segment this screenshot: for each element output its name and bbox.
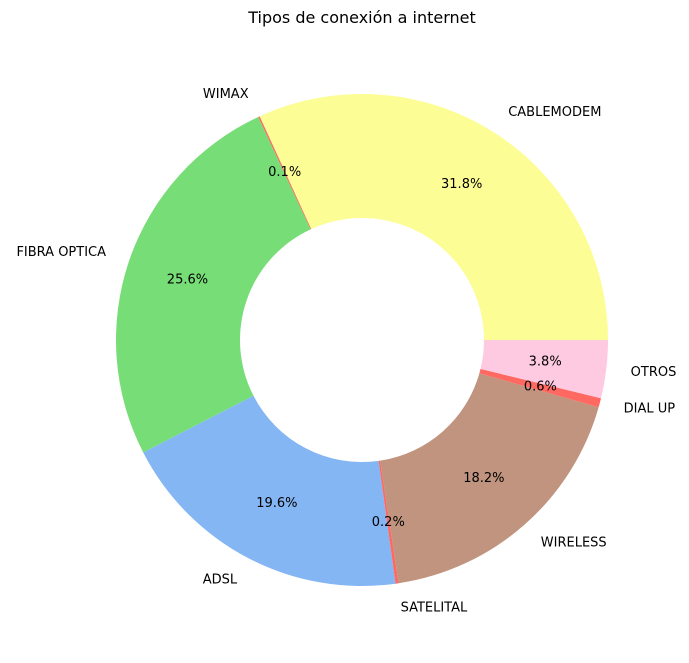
category-label-adsl: ADSL (203, 573, 238, 588)
percent-label-cablemodem: 31.8% (441, 177, 482, 192)
slice-fibra-optica (116, 116, 311, 453)
percent-label-wireless: 18.2% (463, 471, 504, 486)
percent-label-satelital: 0.2% (372, 515, 405, 530)
labels-group: CABLEMODEM 31.8% WIMAX 0.1% FIBRA OPTICA 25.6… (16, 87, 676, 616)
category-label-dial-up: DIAL UP (624, 402, 676, 417)
slice-cablemodem (259, 93, 608, 340)
slice-wireless (380, 373, 599, 584)
percent-label-wimax: 0.1% (268, 165, 301, 180)
percent-label-otros: 3.8% (529, 354, 562, 369)
slice-otros (480, 340, 608, 399)
category-label-fibra-optica: FIBRA OPTICA (16, 245, 106, 260)
slice-satelital (378, 460, 399, 584)
category-label-cablemodem: CABLEMODEM (508, 105, 601, 120)
slices-group (116, 93, 608, 586)
percent-label-adsl: 19.6% (256, 496, 297, 511)
category-label-wireless: WIRELESS (541, 536, 607, 551)
percent-label-dial-up: 0.6% (524, 380, 557, 395)
category-label-satelital: SATELITAL (401, 600, 468, 615)
slice-wimax (258, 116, 312, 230)
percent-label-fibra-optica: 25.6% (167, 273, 208, 288)
category-label-wimax: WIMAX (203, 87, 249, 102)
chart-title: Tipos de conexión a internet (247, 8, 476, 27)
slice-adsl (143, 395, 396, 586)
slice-dial-up (479, 368, 602, 408)
category-label-otros: OTROS (631, 365, 677, 380)
